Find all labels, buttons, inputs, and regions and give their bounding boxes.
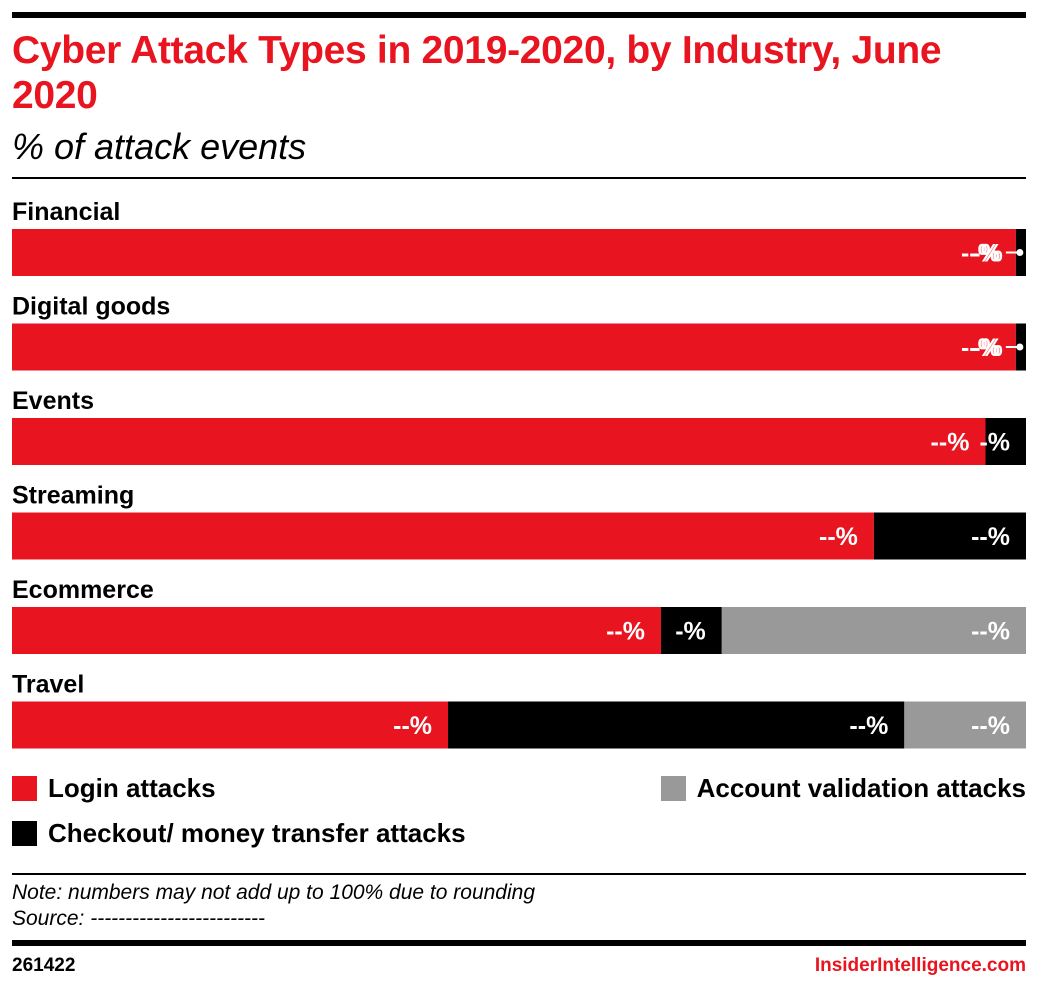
callout-dot-digital-goods — [1016, 343, 1024, 351]
data-label-login-attacks-ecommerce: --% — [606, 618, 645, 646]
data-label-account-validation-attacks-ecommerce: --% — [971, 618, 1010, 646]
bar-login-attacks-events — [12, 418, 986, 465]
legend-swatch-account-validation — [660, 775, 686, 801]
category-label-financial: Financial — [12, 198, 120, 226]
legend-label-checkout: Checkout/ money transfer attacks — [48, 818, 466, 848]
category-label-events: Events — [12, 387, 94, 415]
data-label-login-attacks-digital-goods: --% — [961, 334, 1000, 362]
bar-login-attacks-digital-goods — [12, 323, 1016, 371]
bar-checkout-money-transfer-attacks-ecommerce — [660, 607, 722, 654]
legend-item-login: Login attacks — [12, 773, 216, 803]
bar-checkout-money-transfer-attacks-travel — [448, 701, 905, 749]
data-label-account-validation-attacks-travel: --% — [971, 712, 1010, 740]
legend-label-account-validation: Account validation attacks — [696, 773, 1026, 803]
category-label-digital-goods: Digital goods — [12, 293, 170, 321]
bar-checkout-money-transfer-attacks-events — [985, 418, 1026, 465]
chart-subtitle: % of attack events — [12, 126, 307, 167]
legend-item-account-validation: Account validation attacks — [660, 773, 1026, 803]
brand-credit: InsiderIntelligence.com — [814, 955, 1026, 976]
legend-item-checkout: Checkout/ money transfer attacks — [12, 818, 466, 848]
rounding-note: Note: numbers may not add up to 100% due… — [12, 881, 536, 904]
category-label-travel: Travel — [12, 671, 84, 699]
legend-label-login: Login attacks — [48, 773, 216, 803]
bar-checkout-money-transfer-attacks-streaming — [873, 512, 1026, 560]
bar-account-validation-attacks-ecommerce — [721, 607, 1026, 654]
legend-swatch-checkout — [12, 820, 37, 846]
footer-rule — [12, 873, 1026, 875]
bar-account-validation-attacks-travel — [904, 701, 1026, 749]
data-label-login-attacks-financial: --% — [961, 240, 1000, 268]
data-label-checkout-money-transfer-attacks-events: -% — [979, 429, 1010, 457]
data-label-login-attacks-travel: --% — [393, 712, 432, 740]
bar-login-attacks-ecommerce — [12, 607, 661, 654]
callout-label-financial: -% — [972, 240, 1003, 268]
data-label-checkout-money-transfer-attacks-streaming: --% — [971, 523, 1010, 551]
header-rule — [12, 177, 1026, 179]
legend-swatch-login — [12, 775, 37, 801]
data-label-login-attacks-events: --% — [931, 429, 970, 457]
note-block: Note: numbers may not add up to 100% due… — [12, 880, 535, 932]
bar-login-attacks-travel — [12, 701, 449, 749]
bar-login-attacks-streaming — [12, 512, 874, 560]
callout-dot-financial — [1016, 249, 1024, 256]
chart-id: 261422 — [12, 955, 76, 976]
data-label-checkout-money-transfer-attacks-ecommerce: -% — [675, 618, 706, 646]
bar-login-attacks-financial — [12, 229, 1016, 276]
data-label-checkout-money-transfer-attacks-travel: --% — [849, 712, 888, 740]
bottom-rule — [12, 940, 1026, 946]
chart-title: Cyber Attack Types in 2019-2020, by Indu… — [12, 29, 942, 117]
top-rule — [12, 12, 1026, 18]
category-label-ecommerce: Ecommerce — [12, 576, 154, 604]
source-line: Source: ------------------------- — [12, 907, 266, 930]
data-label-login-attacks-streaming: --% — [819, 523, 858, 551]
category-label-streaming: Streaming — [12, 482, 134, 510]
callout-label-digital-goods: -% — [972, 334, 1003, 362]
